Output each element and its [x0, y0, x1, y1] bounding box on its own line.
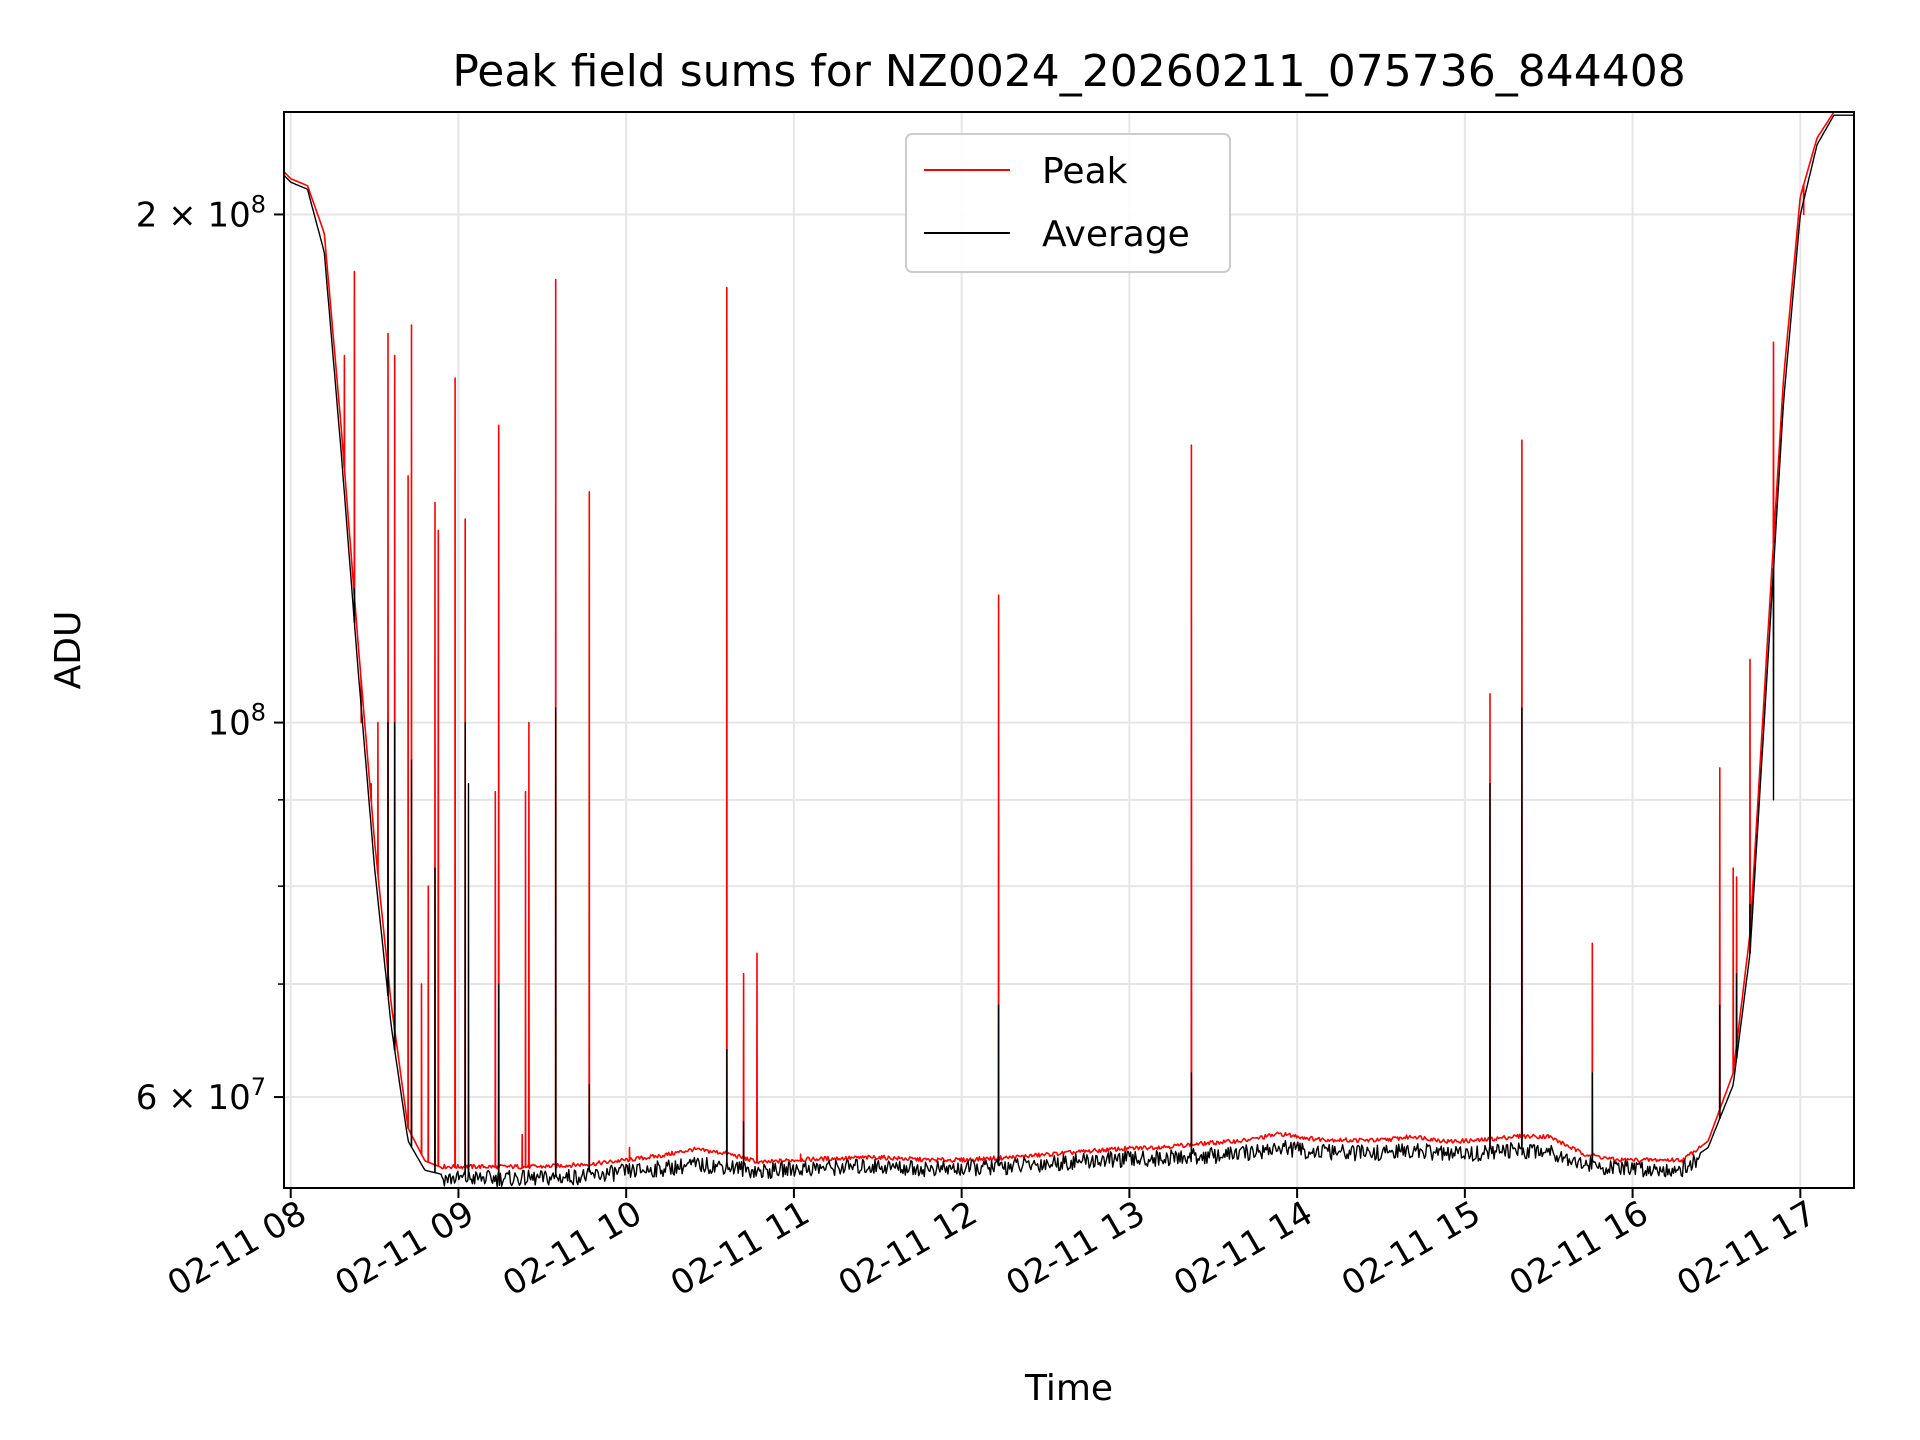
chart-title: Peak field sums for NZ0024_20260211_0757…	[452, 46, 1685, 97]
y-tick-label: 108	[207, 699, 266, 744]
plot-frame	[283, 111, 1855, 1189]
legend-average-label: Average	[1042, 214, 1190, 255]
y-tick-label: 2 × 108	[136, 190, 266, 235]
legend-peak-label: Peak	[1042, 151, 1128, 192]
y-axis: 6 × 107 108 2 × 108	[136, 190, 284, 1118]
x-axis-label: Time	[1024, 1368, 1113, 1409]
legend: Peak Average	[905, 133, 1231, 273]
series-group	[284, 112, 1854, 1188]
series-line-average	[284, 114, 1854, 1188]
y-tick-label: 6 × 107	[136, 1073, 266, 1118]
legend-box	[905, 133, 1231, 273]
y-axis-label: ADU	[48, 611, 89, 690]
